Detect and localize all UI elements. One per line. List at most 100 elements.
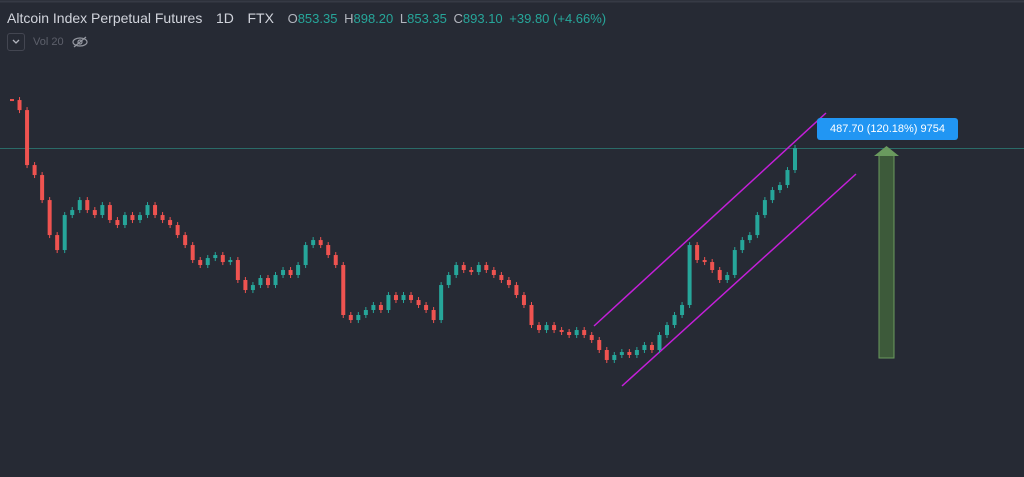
candle-body	[612, 354, 617, 360]
candle-body	[371, 305, 376, 311]
measure-arrow	[878, 153, 895, 359]
measure-label: 487.70 (120.18%) 9754	[817, 118, 958, 140]
candle-body	[732, 250, 737, 276]
candle-body	[47, 200, 52, 236]
candle-body	[62, 215, 67, 251]
candle-body	[740, 240, 745, 251]
candle-body	[777, 185, 782, 191]
high-key: H	[344, 11, 354, 26]
visibility-toggle[interactable]	[71, 36, 88, 48]
candle-body	[122, 215, 127, 226]
candle-body	[303, 245, 308, 266]
candle-body	[702, 260, 707, 263]
candle-body	[717, 270, 722, 281]
candle-body	[469, 270, 474, 273]
candle-body	[582, 330, 587, 336]
candle-body	[476, 265, 481, 273]
candle-body	[657, 335, 662, 351]
candle-body	[250, 285, 255, 291]
candle-body	[627, 352, 632, 355]
candle-body	[70, 210, 75, 216]
candle-body	[431, 310, 436, 321]
candle-body	[326, 245, 331, 256]
close-value: 893.10	[462, 11, 503, 26]
channel-lower	[621, 173, 857, 387]
candle-body	[710, 262, 715, 271]
candle-body	[228, 260, 233, 263]
symbol-title: Altcoin Index Perpetual Futures	[7, 10, 203, 26]
candle-body	[793, 148, 797, 171]
low-key: L	[399, 11, 408, 26]
candle-body	[559, 330, 564, 333]
candle-body	[243, 280, 248, 291]
candle-body	[378, 305, 383, 311]
candle-body	[265, 278, 270, 286]
candle-body	[190, 245, 195, 261]
candle-body	[32, 165, 37, 176]
candle-body	[499, 275, 504, 281]
candle-body	[552, 325, 557, 331]
candle-body	[356, 315, 361, 321]
candle-body	[529, 305, 534, 326]
candle-body	[115, 220, 120, 226]
close-key: C	[453, 11, 463, 26]
candle-body	[40, 175, 45, 201]
collapse-button[interactable]	[7, 33, 25, 51]
candle-body	[311, 240, 316, 246]
candle-body	[665, 325, 670, 336]
candle-body	[85, 200, 90, 211]
measure-arrow-head	[874, 146, 899, 156]
candle-body	[446, 275, 451, 286]
candle-body	[145, 205, 150, 216]
candle-body	[597, 340, 602, 351]
candle-body	[567, 332, 572, 336]
candle-body	[130, 215, 135, 221]
candle-body	[574, 330, 579, 336]
high-value: 898.20	[353, 11, 394, 26]
candle-body	[491, 270, 496, 276]
candle-body	[687, 245, 692, 306]
candle-body	[213, 255, 218, 259]
candle-body	[333, 255, 338, 266]
candle-body	[160, 215, 165, 221]
candle-body	[55, 235, 60, 251]
candle-body	[642, 345, 647, 351]
candle-body	[273, 275, 278, 286]
candle-body	[296, 265, 301, 276]
candle-body	[281, 270, 286, 276]
candle-body	[416, 300, 421, 306]
candle-body	[544, 325, 549, 331]
candle-body	[409, 295, 414, 301]
candle-body	[393, 295, 398, 301]
candle-body	[341, 265, 346, 316]
candle-body	[785, 170, 790, 186]
low-value: 853.35	[407, 11, 447, 26]
candle-body	[10, 99, 14, 102]
candle-body	[137, 215, 142, 221]
candle-body	[680, 305, 685, 316]
candle-body	[198, 260, 203, 266]
candle-body	[17, 100, 22, 111]
candle-body	[77, 200, 82, 211]
candle-body	[484, 265, 489, 271]
candle-body	[363, 310, 368, 316]
candle-body	[537, 325, 542, 331]
volume-row: Vol 20	[7, 33, 88, 51]
candle-body	[401, 295, 406, 301]
candle-body	[747, 235, 752, 241]
candle-body	[205, 258, 210, 266]
candle-body	[348, 315, 353, 321]
candle-body	[506, 280, 511, 286]
candle-body	[92, 210, 97, 216]
candle-body	[168, 220, 173, 226]
candles	[10, 97, 797, 363]
candle-body	[25, 110, 30, 166]
candle-body	[235, 260, 240, 281]
candle-body	[318, 240, 323, 246]
candle-body	[258, 278, 263, 286]
legend-header: Altcoin Index Perpetual Futures 1D FTX O…	[7, 10, 609, 26]
candle-body	[649, 345, 654, 351]
chevron	[12, 39, 20, 44]
